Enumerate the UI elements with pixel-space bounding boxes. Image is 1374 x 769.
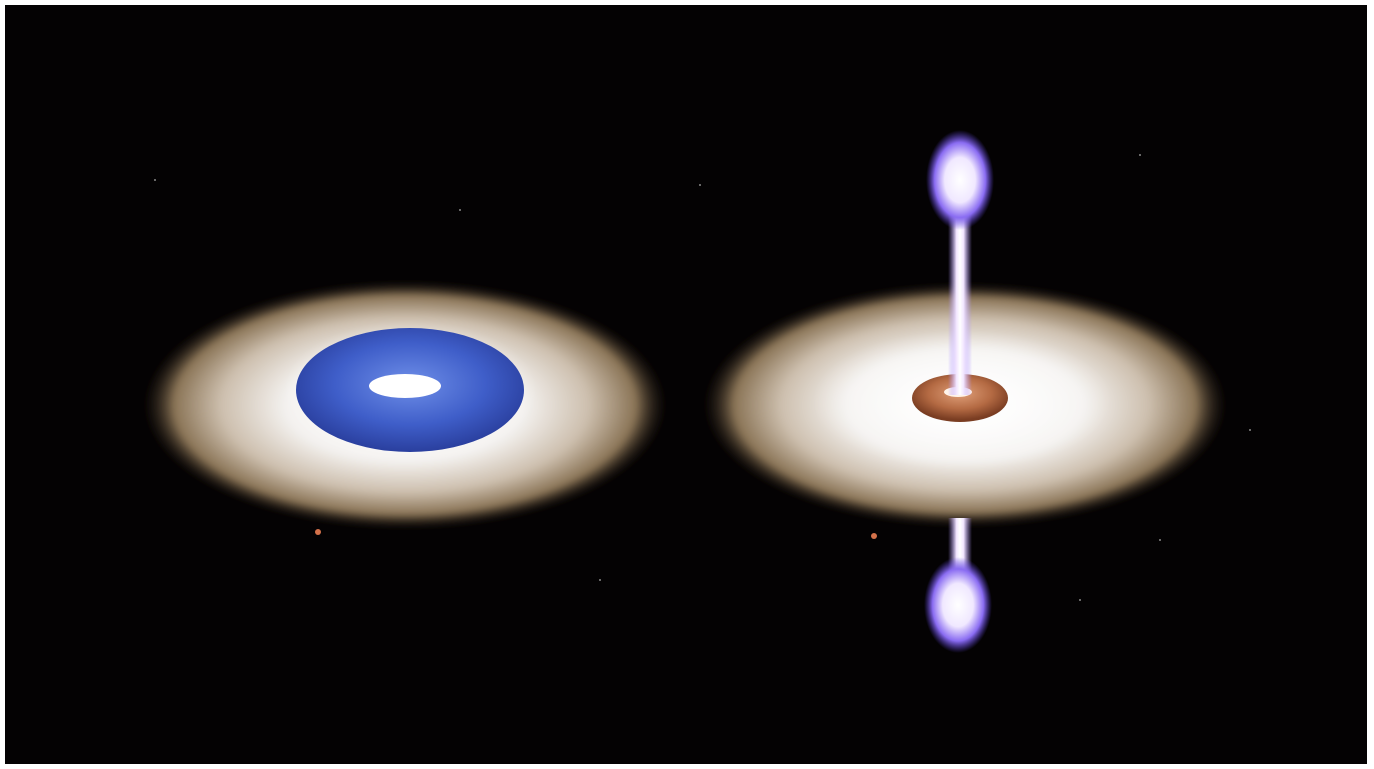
small-star — [871, 533, 877, 539]
torus-hole — [369, 374, 441, 398]
star — [599, 579, 601, 581]
stars — [154, 154, 1251, 601]
jet-lobe-upper — [926, 130, 994, 230]
small-star — [315, 529, 321, 535]
orange-torus — [912, 374, 1008, 422]
star — [1079, 599, 1081, 601]
jet-lobe-lower — [924, 557, 992, 653]
star — [459, 209, 461, 211]
star — [699, 184, 701, 186]
star — [1139, 154, 1141, 156]
star — [1159, 539, 1161, 541]
star — [154, 179, 156, 181]
star — [1249, 429, 1251, 431]
